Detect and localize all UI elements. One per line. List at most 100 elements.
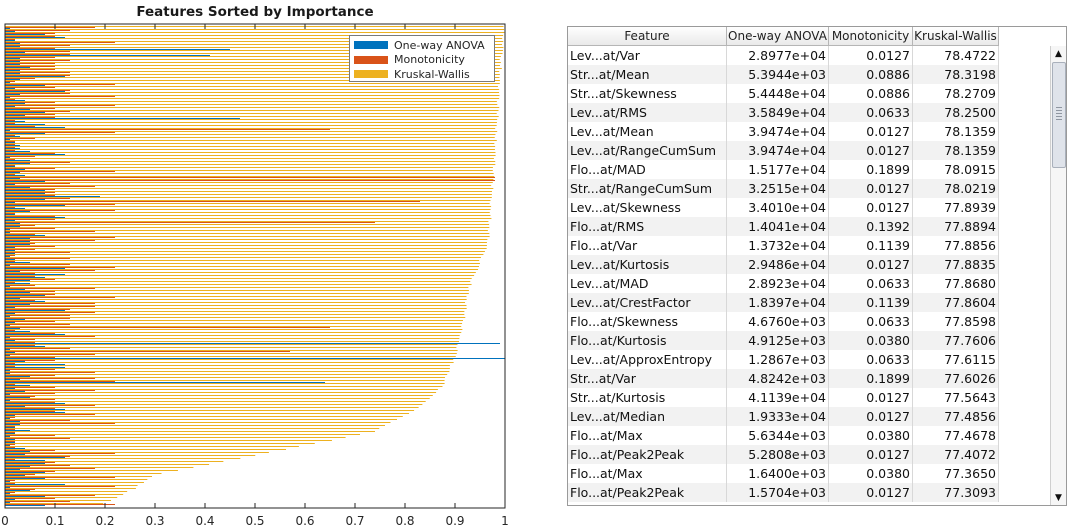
anova-bar	[5, 91, 65, 92]
table-row[interactable]: Flo...at/MAD 1.5177e+04 0.1899 78.0915	[568, 160, 999, 179]
table-row[interactable]: Flo...at/Max 1.6400e+03 0.0380 77.3650	[568, 464, 999, 483]
feature-cell: Flo...at/Skewness	[568, 312, 727, 331]
monotonicity-bar	[5, 231, 95, 232]
scrollbar-thumb[interactable]	[1052, 62, 1066, 168]
kruskal-bar	[5, 338, 460, 339]
monotonicity-bar	[5, 150, 15, 151]
table-row[interactable]: Lev...at/MAD 2.8923e+04 0.0633 77.8680	[568, 274, 999, 293]
kruskal-bar	[5, 122, 497, 123]
monotonicity-bar	[5, 453, 115, 454]
table-row[interactable]: Lev...at/Var 2.8977e+04 0.0127 78.4722	[568, 46, 999, 65]
table-row[interactable]: Str...at/Var 4.8242e+03 0.1899 77.6026	[568, 369, 999, 388]
table-row[interactable]: Str...at/Skewness 5.4448e+04 0.0886 78.2709	[568, 84, 999, 103]
monotonicity-bar	[5, 423, 115, 424]
table-row[interactable]: Lev...at/CrestFactor 1.8397e+04 0.1139 77.8…	[568, 293, 999, 312]
monotonicity-bar	[5, 108, 55, 109]
monotonicity-bar	[5, 393, 55, 394]
monotonicity-bar	[5, 270, 95, 271]
table-row[interactable]: Lev...at/Mean 3.9474e+04 0.0127 78.1359	[568, 122, 999, 141]
table-row[interactable]: Lev...at/Kurtosis 2.9486e+04 0.0127 77.8835	[568, 255, 999, 274]
kruskal-bar	[5, 80, 500, 81]
anova-bar	[5, 127, 65, 128]
kruskal-bar	[5, 350, 458, 351]
monotonicity-bar	[5, 462, 55, 463]
anova-bar	[5, 436, 10, 437]
monotonicity-bar	[5, 138, 35, 139]
table-row[interactable]: Lev...at/RangeCumSum 3.9474e+04 0.0127 78.1…	[568, 141, 999, 160]
monotonicity-bar	[5, 51, 70, 52]
feature-cell: Str...at/Skewness	[568, 84, 727, 103]
kruskal-bar	[5, 452, 269, 453]
table-row[interactable]: Flo...at/Skewness 4.6760e+03 0.0633 77.8598	[568, 312, 999, 331]
anova-bar	[5, 247, 15, 248]
monotonicity-bar	[5, 42, 115, 43]
triangle-up-icon[interactable]: ▲	[1055, 48, 1062, 59]
kruskal-bar	[5, 50, 503, 51]
table-row[interactable]: Lev...at/Skewness 3.4010e+04 0.0127 77.8939	[568, 198, 999, 217]
vertical-scrollbar[interactable]: ▲ ▼	[1050, 46, 1066, 505]
kruskal-bar	[5, 317, 466, 318]
kruskal-cell: 77.8856	[913, 236, 999, 255]
monotonicity-bar	[5, 360, 55, 361]
kruskal-bar	[5, 194, 492, 195]
table-row[interactable]: Flo...at/Peak2Peak 5.2808e+03 0.0127 77.407…	[568, 445, 999, 464]
kruskal-bar	[5, 287, 469, 288]
anova-bar	[5, 253, 15, 254]
kruskal-bar	[5, 200, 491, 201]
table-row[interactable]: Str...at/RangeCumSum 3.2515e+04 0.0127 78.0…	[568, 179, 999, 198]
anova-bar	[5, 145, 20, 146]
x-tick-label: 0.5	[245, 514, 264, 528]
monotonicity-bar	[5, 387, 55, 388]
table-row[interactable]: Str...at/Kurtosis 4.1139e+04 0.0127 77.5643	[568, 388, 999, 407]
anova-bar	[5, 463, 45, 464]
monotonicity-bar	[5, 273, 35, 274]
column-header-kruskal[interactable]: Kruskal-Wallis	[913, 27, 999, 46]
monotonicity-bar	[5, 186, 95, 187]
anova-bar	[5, 115, 25, 116]
table-row[interactable]: Lev...at/RMS 3.5849e+04 0.0633 78.2500	[568, 103, 999, 122]
monotonicity-bar	[5, 264, 70, 265]
kruskal-bar	[5, 152, 496, 153]
monotonicity-bar	[5, 342, 35, 343]
feature-cell: Str...at/Var	[568, 369, 727, 388]
table-row[interactable]: Flo...at/Peak2Peak 1.5704e+03 0.0127 77.309…	[568, 483, 999, 502]
anova-bar	[5, 235, 45, 236]
anova-cell: 3.2515e+04	[727, 179, 829, 198]
anova-cell: 1.4041e+04	[727, 217, 829, 236]
anova-bar	[5, 415, 15, 416]
anova-bar	[5, 121, 25, 122]
table-row[interactable]: Flo...at/Var 1.3732e+04 0.1139 77.8856	[568, 236, 999, 255]
anova-bar	[5, 322, 15, 323]
kruskal-bar	[5, 47, 504, 48]
column-header-anova[interactable]: One-way ANOVA	[727, 27, 829, 46]
table-row[interactable]: Lev...at/ApproxEntropy 1.2867e+03 0.0633 77…	[568, 350, 999, 369]
kruskal-bar	[5, 101, 497, 102]
kruskal-bar	[5, 494, 124, 495]
table-row[interactable]: Flo...at/RMS 1.4041e+04 0.1392 77.8894	[568, 217, 999, 236]
table-row[interactable]: Flo...at/Max 5.6344e+03 0.0380 77.4678	[568, 426, 999, 445]
table-row[interactable]: Str...at/Mean 5.3944e+03 0.0886 78.3198	[568, 65, 999, 84]
feature-cell: Flo...at/Peak2Peak	[568, 483, 727, 502]
feature-ranking-table[interactable]: Feature One-way ANOVA Monotonicity Krusk…	[567, 26, 1067, 506]
anova-bar	[5, 166, 15, 167]
table-row[interactable]: Flo...at/Kurtosis 4.9125e+03 0.0380 77.7606	[568, 331, 999, 350]
triangle-down-icon[interactable]: ▼	[1055, 492, 1062, 503]
column-header-feature[interactable]: Feature	[568, 27, 727, 46]
monotonicity-bar	[5, 111, 70, 112]
anova-bar	[5, 67, 30, 68]
column-header-monotonicity[interactable]: Monotonicity	[829, 27, 913, 46]
kruskal-cell: 78.2709	[913, 84, 999, 103]
monotonicity-bar	[5, 405, 95, 406]
kruskal-bar	[5, 110, 499, 111]
kruskal-bar	[5, 140, 497, 141]
anova-bar	[5, 211, 30, 212]
legend-item-anova: One-way ANOVA	[350, 38, 494, 53]
anova-cell: 3.9474e+04	[727, 122, 829, 141]
kruskal-bar	[5, 215, 491, 216]
kruskal-bar	[5, 368, 450, 369]
anova-bar	[5, 190, 45, 191]
table-row[interactable]: Lev...at/Median 1.9333e+04 0.0127 77.4856	[568, 407, 999, 426]
kruskal-bar	[5, 275, 475, 276]
monotonicity-cell: 0.0127	[829, 445, 913, 464]
monotonicity-bar	[5, 36, 55, 37]
